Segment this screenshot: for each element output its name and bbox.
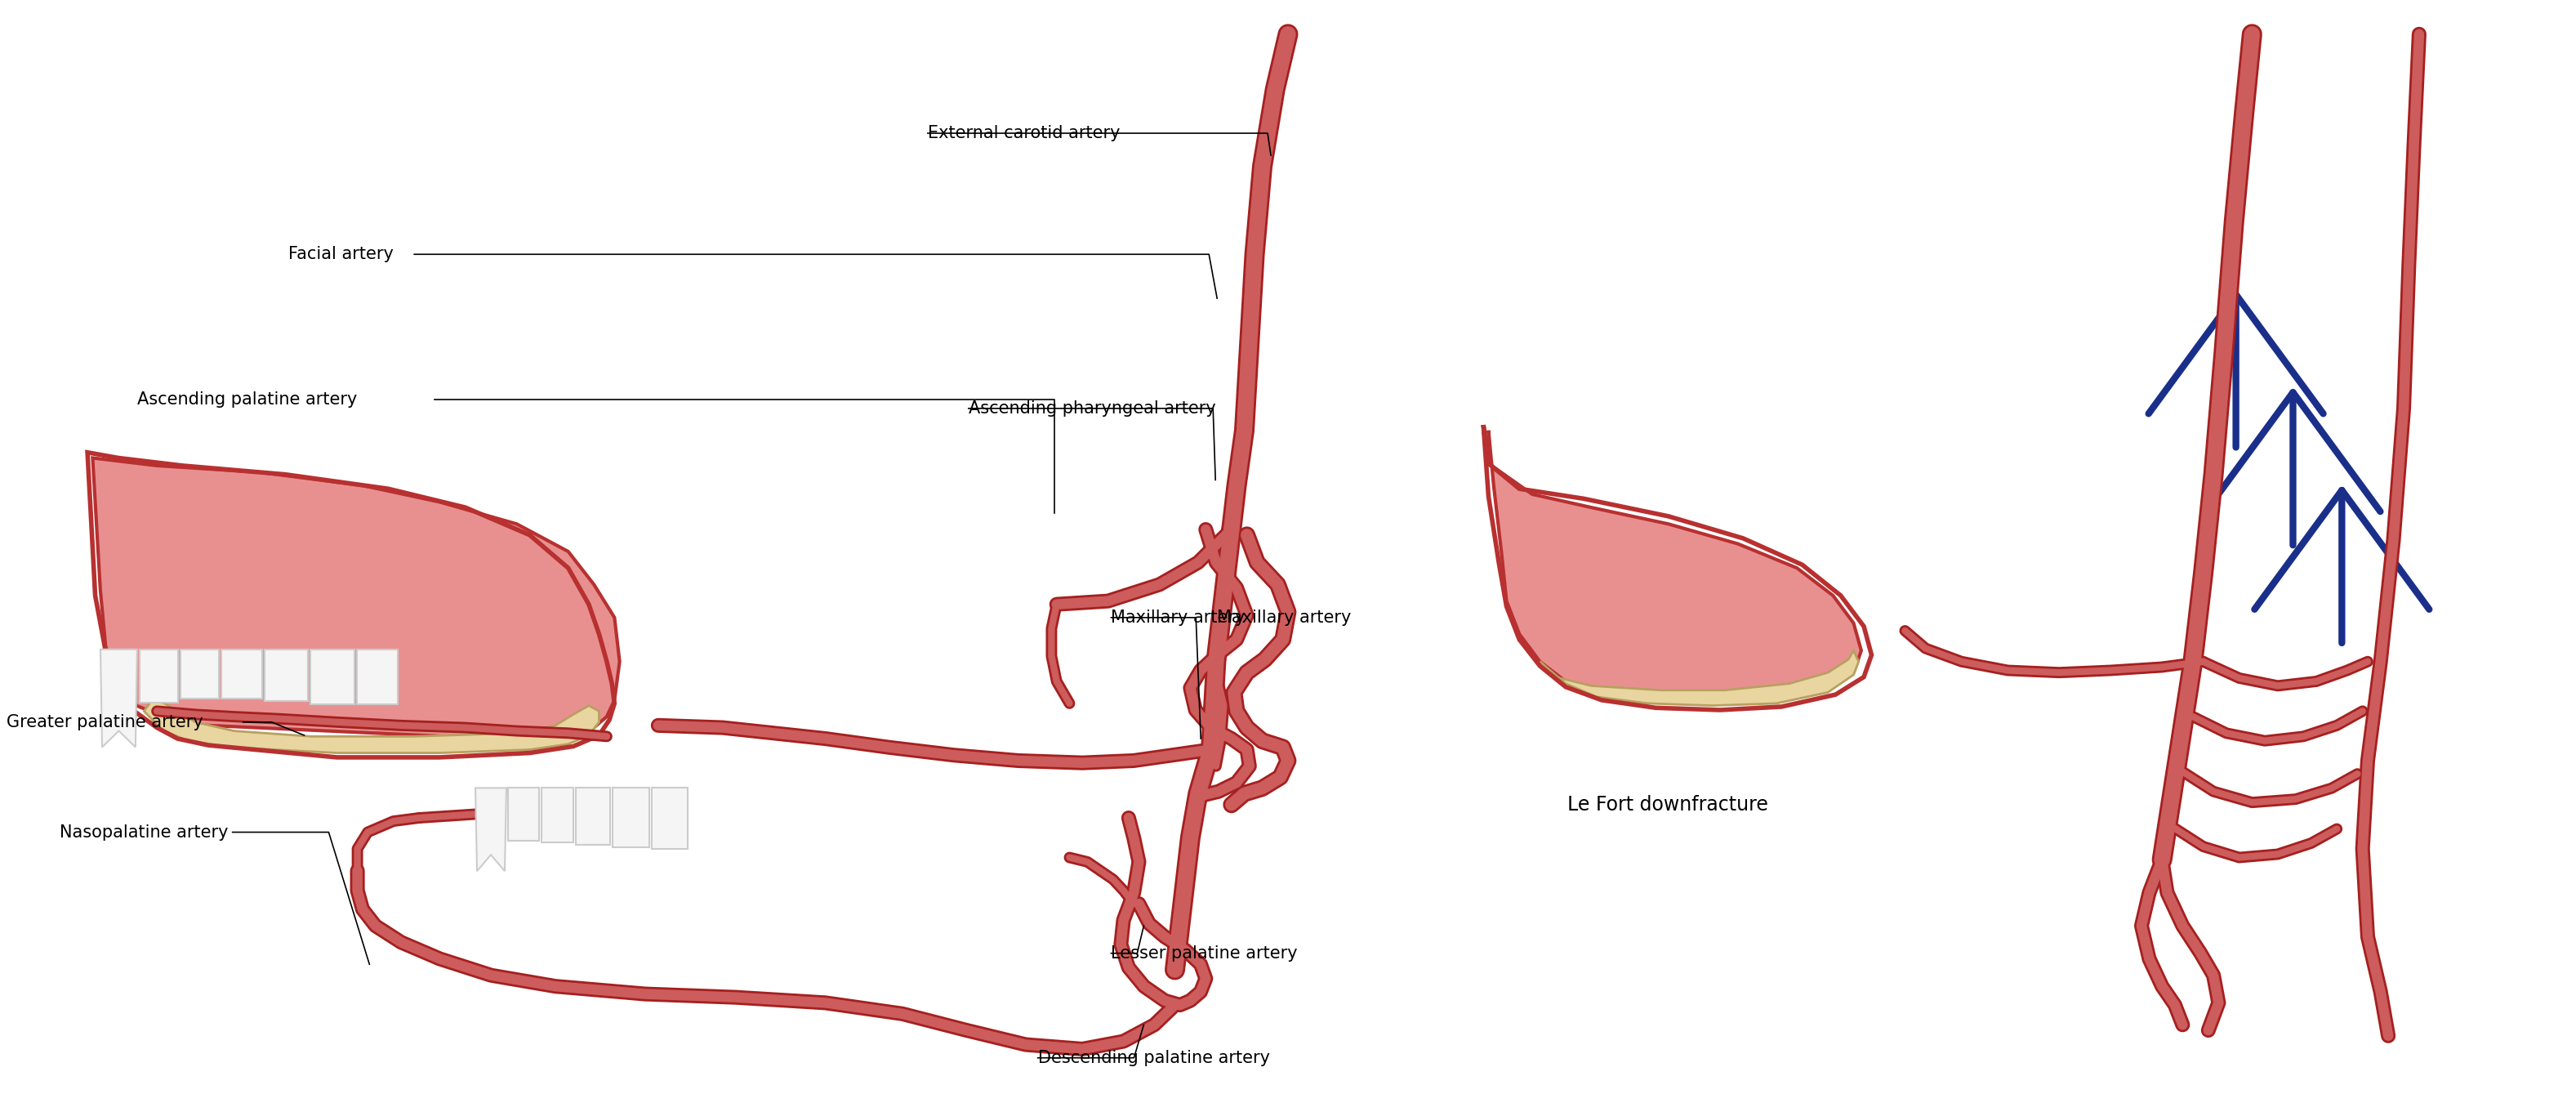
- Polygon shape: [613, 788, 649, 847]
- Polygon shape: [541, 788, 574, 843]
- Text: Maxillary artery: Maxillary artery: [1110, 609, 1244, 625]
- Polygon shape: [312, 650, 355, 704]
- Polygon shape: [222, 650, 263, 698]
- Polygon shape: [507, 788, 538, 840]
- Polygon shape: [574, 788, 611, 845]
- Polygon shape: [1489, 430, 1862, 704]
- Text: Le Fort downfracture: Le Fort downfracture: [1569, 795, 1767, 814]
- Text: Ascending palatine artery: Ascending palatine artery: [137, 392, 358, 408]
- Text: Nasopalatine artery: Nasopalatine artery: [59, 824, 229, 840]
- Text: Ascending pharyngeal artery: Ascending pharyngeal artery: [969, 400, 1216, 417]
- Text: Lesser palatine artery: Lesser palatine artery: [1110, 945, 1298, 962]
- Text: External carotid artery: External carotid artery: [927, 125, 1121, 141]
- Text: Greater palatine artery: Greater palatine artery: [8, 714, 204, 730]
- Polygon shape: [100, 650, 137, 747]
- Polygon shape: [477, 788, 507, 871]
- Polygon shape: [144, 700, 600, 753]
- Polygon shape: [93, 458, 621, 741]
- Text: Descending palatine artery: Descending palatine artery: [1038, 1050, 1270, 1065]
- Polygon shape: [358, 650, 397, 704]
- Polygon shape: [652, 788, 688, 849]
- Polygon shape: [180, 650, 219, 698]
- Text: Facial artery: Facial artery: [289, 246, 394, 263]
- Text: Maxillary artery: Maxillary artery: [1216, 609, 1352, 625]
- Polygon shape: [1540, 651, 1860, 706]
- Polygon shape: [265, 650, 309, 700]
- Polygon shape: [139, 650, 178, 703]
